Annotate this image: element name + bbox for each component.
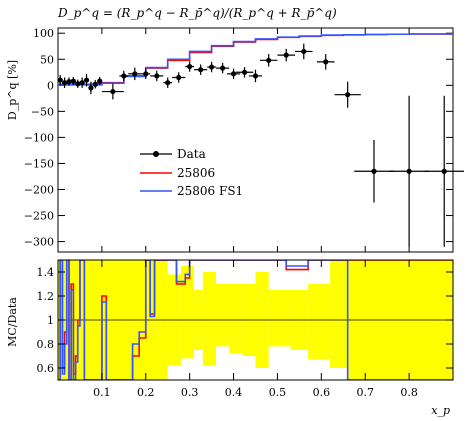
data-point <box>92 80 98 89</box>
ratio-axes: 0.6 0.8 1 1.2 1.4 0.1 0.2 0.3 0.4 0.5 0.6 0.7 0.8 <box>37 260 453 399</box>
data-point <box>88 81 94 95</box>
legend-label-25806-fs1: 25806 FS1 <box>177 184 243 198</box>
data-point <box>194 64 208 75</box>
data-point <box>79 77 85 88</box>
band-bin <box>330 260 348 368</box>
data-point <box>207 61 216 73</box>
ratio-ytick-label: 1.2 <box>37 290 55 303</box>
main-ytick-label: 100 <box>33 27 54 40</box>
ratio-xtick-label: 0.1 <box>93 386 111 399</box>
data-point <box>295 43 313 60</box>
legend-data-marker <box>153 151 159 157</box>
data-point <box>226 68 241 80</box>
main-ytick-label: −300 <box>24 236 54 249</box>
band-bin <box>180 266 195 359</box>
data-point <box>235 67 254 78</box>
legend-item-data: Data <box>140 147 206 161</box>
main-panel: −300 −250 −200 −150 −100 −50 0 50 100 D_p^q [%] <box>6 27 464 253</box>
band-bin <box>229 284 243 354</box>
main-ytick-label: −50 <box>31 105 54 118</box>
data-point <box>66 77 72 86</box>
main-ytick-label: −200 <box>24 183 54 196</box>
ratio-panel: 0.6 0.8 1 1.2 1.4 0.1 0.2 0.3 0.4 0.5 0.6 0.7 0.8 MC… <box>6 259 454 417</box>
legend-label-25806: 25806 <box>177 166 215 180</box>
data-point <box>216 62 230 74</box>
ratio-xtick-label: 0.6 <box>313 386 331 399</box>
data-point <box>128 67 142 81</box>
legend-item-25806: 25806 <box>140 166 215 180</box>
ratio-xtick-label: 0.4 <box>225 386 243 399</box>
ratio-ytick-label: 1.4 <box>37 266 55 279</box>
main-ytick-label: −150 <box>24 157 54 170</box>
legend-item-25806-fs1: 25806 FS1 <box>140 184 243 198</box>
main-ytick-label: −250 <box>24 210 54 223</box>
main-ylabel: D_p^q [%] <box>6 60 19 120</box>
band-bin <box>308 284 331 360</box>
data-point <box>424 95 464 247</box>
main-ytick-label: −100 <box>24 131 54 144</box>
data-point <box>70 76 76 86</box>
data-point <box>248 69 263 83</box>
ratio-ytick-label: 0.8 <box>37 338 55 351</box>
legend: Data 25806 25806 FS1 <box>140 147 243 198</box>
data-point <box>334 81 361 108</box>
ratio-xtick-label: 0.8 <box>400 386 418 399</box>
data-point <box>101 83 124 100</box>
main-axes: −300 −250 −200 −150 −100 −50 0 50 100 <box>24 27 453 252</box>
ratio-ytick-label: 1 <box>47 314 54 327</box>
data-point <box>141 68 151 80</box>
band-bin <box>202 272 216 366</box>
band-bin <box>216 284 230 347</box>
main-ytick-label: 50 <box>40 53 54 66</box>
data-point <box>185 61 195 72</box>
data-point <box>57 74 63 86</box>
data-point <box>316 54 335 70</box>
data-point <box>277 48 295 62</box>
ratio-xtick-label: 0.5 <box>269 386 287 399</box>
legend-label-data: Data <box>177 147 206 161</box>
data-point <box>259 54 278 67</box>
data-point <box>172 72 186 83</box>
main-frame <box>57 27 454 253</box>
data-point <box>97 76 103 86</box>
data-point <box>163 77 173 88</box>
data-point <box>83 73 90 87</box>
data-point <box>150 70 164 82</box>
ratio-xlabel: x_p <box>431 404 450 417</box>
data-points <box>57 43 464 247</box>
data-point <box>61 77 68 88</box>
main-ytick-label: 0 <box>47 79 54 92</box>
ratio-series-25806-fs1 <box>58 260 453 380</box>
ratio-ylabel: MC/Data <box>6 297 19 347</box>
ratio-xtick-label: 0.2 <box>137 386 155 399</box>
data-point <box>389 95 429 247</box>
ratio-series <box>58 260 453 380</box>
data-point <box>354 140 394 203</box>
ratio-ytick-label: 0.6 <box>37 362 55 375</box>
ratio-xtick-label: 0.3 <box>181 386 199 399</box>
band-bin <box>268 290 291 347</box>
ratio-xtick-label: 0.7 <box>356 386 374 399</box>
data-point <box>75 79 81 88</box>
chart-title: D_p^q = (R_p^q − R_p̄^q)/(R_p^q + R_p̄^q… <box>57 6 337 20</box>
data-point <box>119 70 129 82</box>
